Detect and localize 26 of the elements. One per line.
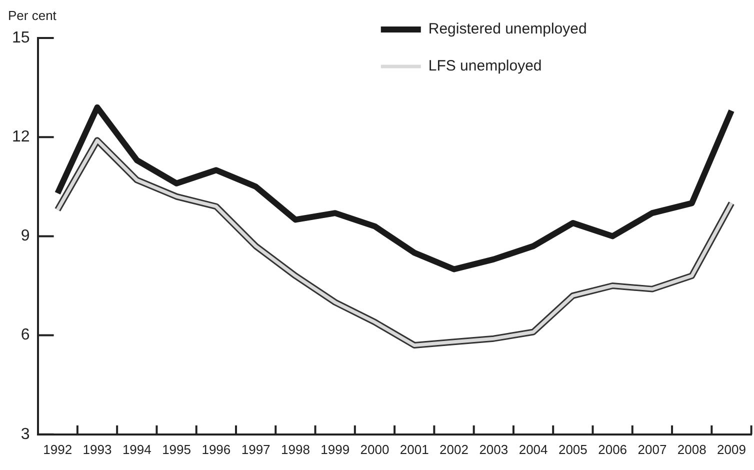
x-tick-label: 2009	[717, 442, 746, 457]
x-tick-label: 2008	[677, 442, 706, 457]
x-tick-label: 2000	[360, 442, 390, 457]
x-tick-label: 2005	[558, 442, 588, 457]
x-tick-label: 2001	[400, 442, 429, 457]
x-tick-label: 1995	[162, 442, 191, 457]
x-tick-label: 1998	[280, 442, 310, 457]
x-tick-label: 1996	[202, 442, 231, 457]
x-tick-label: 2002	[440, 442, 468, 457]
legend-label: LFS unemployed	[428, 58, 542, 75]
y-tick-label: 12	[12, 128, 30, 146]
x-tick-label: 2007	[638, 442, 667, 457]
y-axis-title: Per cent	[8, 8, 56, 23]
x-tick-label: 2006	[598, 442, 628, 457]
x-tick-label: 2003	[479, 442, 508, 457]
x-tick-label: 1992	[43, 442, 72, 457]
x-tick-label: 1999	[320, 442, 350, 457]
x-tick-label: 1994	[122, 442, 152, 457]
y-tick-label: 6	[20, 326, 30, 344]
y-tick-label: 15	[12, 29, 30, 46]
x-tick-label: 2004	[518, 442, 548, 457]
x-tick-label: 1993	[82, 442, 112, 457]
y-tick-label: 3	[20, 426, 30, 443]
y-tick-label: 9	[20, 228, 30, 245]
legend-label: Registered unemployed	[428, 20, 587, 38]
x-tick-label: 1997	[241, 442, 270, 457]
